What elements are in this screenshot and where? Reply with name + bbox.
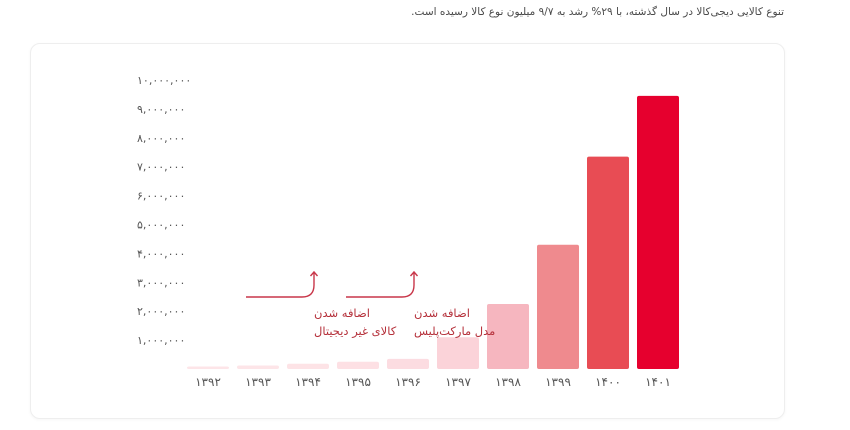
x-tick-label: ۱۴۰۰	[595, 375, 621, 389]
x-tick-label: ۱۳۹۵	[345, 375, 371, 389]
bar	[437, 337, 479, 369]
x-tick-label: ۱۳۹۶	[395, 375, 421, 389]
x-tick-label: ۱۳۹۷	[445, 375, 471, 389]
y-tick-label: ۸,۰۰۰,۰۰۰	[137, 132, 185, 145]
y-tick-label: ۱,۰۰۰,۰۰۰	[137, 334, 185, 347]
bar	[587, 156, 629, 369]
y-tick-label: ۱۰,۰۰۰,۰۰۰	[137, 74, 191, 87]
y-tick-label: ۴,۰۰۰,۰۰۰	[137, 247, 185, 260]
bar	[287, 363, 329, 369]
y-tick-label: ۷,۰۰۰,۰۰۰	[137, 161, 185, 174]
x-tick-label: ۱۳۹۹	[545, 375, 571, 389]
bar	[187, 366, 229, 369]
annotation-label: مدل مارکت‌پلیس	[414, 324, 495, 339]
annotation-label: اضافه شدن	[314, 306, 370, 320]
bar	[537, 244, 579, 369]
bar	[337, 361, 379, 369]
y-tick-label: ۵,۰۰۰,۰۰۰	[137, 219, 185, 232]
annotation-arrow	[346, 272, 415, 298]
chart-caption: تنوع کالایی دیجی‌کالا در سال گذشته، با ۲…	[411, 6, 784, 18]
annotation-arrow	[246, 272, 315, 298]
arrow-head	[309, 270, 319, 277]
x-tick-label: ۱۴۰۱	[645, 375, 671, 389]
bar	[237, 365, 279, 369]
bar	[487, 303, 529, 369]
arrow-head	[409, 270, 419, 277]
x-tick-label: ۱۳۹۴	[295, 375, 321, 389]
bar	[387, 358, 429, 369]
x-tick-label: ۱۳۹۸	[495, 375, 521, 389]
annotation-label: اضافه شدن	[414, 306, 470, 320]
y-tick-label: ۹,۰۰۰,۰۰۰	[137, 103, 185, 116]
x-tick-label: ۱۳۹۲	[195, 375, 221, 389]
y-tick-label: ۶,۰۰۰,۰۰۰	[137, 190, 185, 203]
annotation-label: کالای غیر دیجیتال	[314, 324, 397, 339]
x-tick-label: ۱۳۹۳	[245, 375, 271, 389]
y-tick-label: ۳,۰۰۰,۰۰۰	[137, 276, 185, 289]
y-tick-label: ۲,۰۰۰,۰۰۰	[137, 305, 185, 318]
bar	[637, 95, 679, 370]
